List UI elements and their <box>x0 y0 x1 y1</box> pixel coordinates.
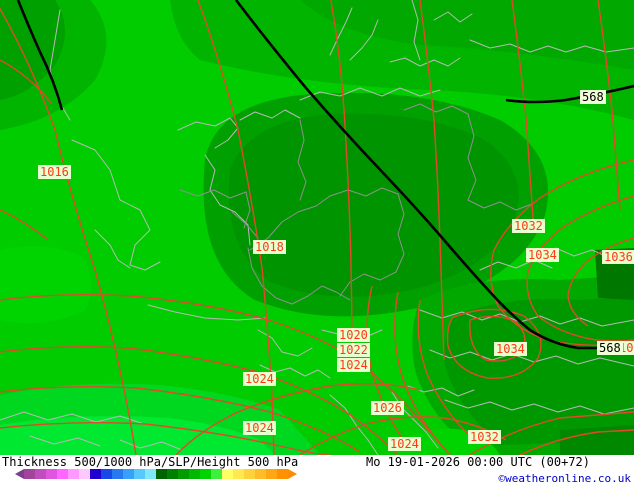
slp-label: 1024 <box>337 358 370 372</box>
thickness-shading-layer <box>0 0 634 455</box>
colorbar-segment <box>35 469 46 479</box>
valid-time-label: Mo 19-01-2026 00:00 UTC (00+72) <box>366 455 590 469</box>
copyright-label: ©weatheronline.co.uk <box>498 472 631 485</box>
slp-label: 1026 <box>371 401 404 415</box>
colorbar-segments <box>24 469 288 479</box>
colorbar-segment <box>112 469 123 479</box>
slp-label: 1034 <box>526 248 559 262</box>
colorbar-segment <box>222 469 233 479</box>
colorbar-high-cap <box>288 469 297 479</box>
slp-label: 1018 <box>253 240 286 254</box>
slp-label: 1032 <box>468 430 501 444</box>
colorbar-segment <box>167 469 178 479</box>
height500-label: 568 <box>597 341 623 355</box>
slp-label: 1024 <box>243 421 276 435</box>
slp-contour-layer <box>0 0 634 455</box>
colorbar-segment <box>266 469 277 479</box>
colorbar-segment <box>145 469 156 479</box>
slp-label: 1024 <box>243 372 276 386</box>
colorbar-low-cap <box>15 469 24 479</box>
colorbar-segment <box>277 469 288 479</box>
chart-title: Thickness 500/1000 hPa/SLP/Height 500 hP… <box>2 455 299 469</box>
colorbar-segment <box>211 469 222 479</box>
colorbar-segment <box>134 469 145 479</box>
colorbar-segment <box>101 469 112 479</box>
slp-label: 1024 <box>388 437 421 451</box>
colorbar-segment <box>123 469 134 479</box>
thickness-colorbar: 474486498510522534546558570582594606 <box>15 469 297 479</box>
colorbar-segment <box>68 469 79 479</box>
colorbar-segment <box>156 469 167 479</box>
colorbar-segment <box>233 469 244 479</box>
colorbar-segment <box>255 469 266 479</box>
colorbar-segment <box>244 469 255 479</box>
slp-label: 1036 <box>602 250 634 264</box>
coastline-border-layer <box>0 0 634 455</box>
slp-label: 1034 <box>494 342 527 356</box>
colorbar-segment <box>178 469 189 479</box>
chart-footer: Thickness 500/1000 hPa/SLP/Height 500 hP… <box>0 455 634 490</box>
colorbar-segment <box>200 469 211 479</box>
slp-label: 1020 <box>337 328 370 342</box>
colorbar-segment <box>79 469 90 479</box>
height500-label: 568 <box>580 90 606 104</box>
slp-label: 1032 <box>512 219 545 233</box>
slp-label: 1022 <box>337 343 370 357</box>
colorbar-segment <box>189 469 200 479</box>
colorbar-segment <box>46 469 57 479</box>
weather-map[interactable]: 1016 1018 1032 1034 1036 1020 1022 1024 … <box>0 0 634 455</box>
colorbar-segment <box>57 469 68 479</box>
colorbar-segment <box>24 469 35 479</box>
colorbar-segment <box>90 469 101 479</box>
slp-label: 1016 <box>38 165 71 179</box>
height500-contour-layer <box>16 0 634 350</box>
